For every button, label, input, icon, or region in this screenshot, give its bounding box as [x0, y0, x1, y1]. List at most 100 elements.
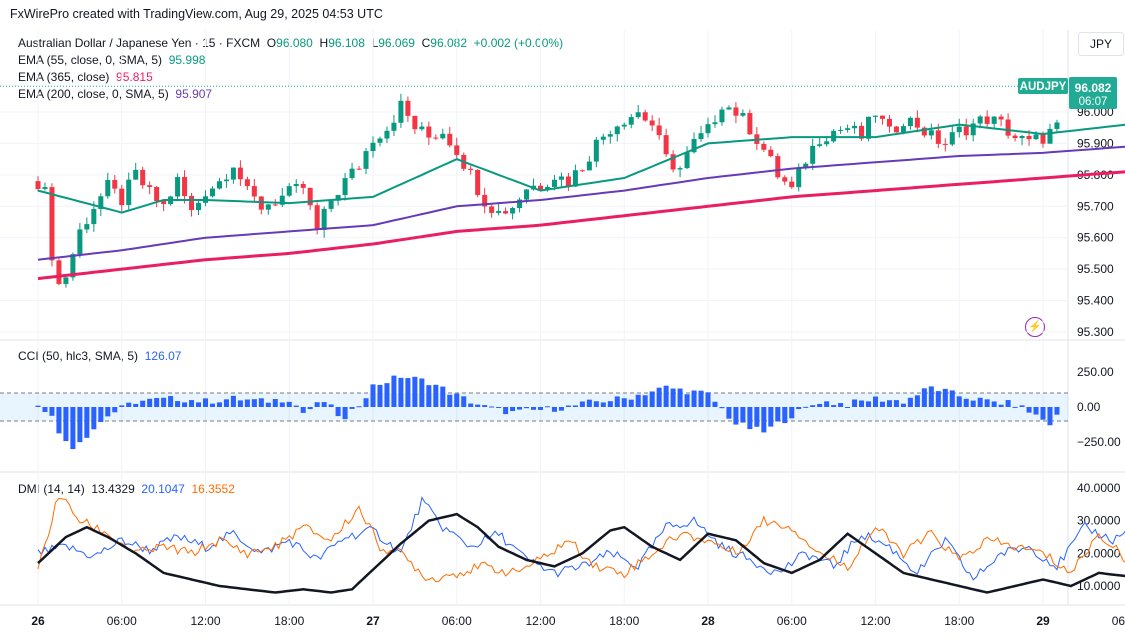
cci-bar — [175, 401, 181, 407]
candle-body — [196, 202, 202, 211]
cci-bar — [419, 378, 425, 407]
candle-body — [419, 126, 425, 130]
candle-body — [537, 185, 544, 190]
candle-body — [98, 196, 104, 209]
candle-body — [265, 204, 271, 210]
cci-bar — [984, 399, 990, 407]
cci-bar — [768, 407, 774, 427]
cci-bar — [1054, 407, 1060, 415]
candle-body — [112, 180, 118, 189]
cci-bar — [349, 407, 355, 409]
cci-tick-label: −250.00 — [1077, 435, 1121, 449]
time-tick-label: 06:00 — [777, 614, 807, 628]
high-value: 96.108 — [328, 36, 365, 50]
cci-bar — [544, 406, 550, 408]
cci-bar — [370, 384, 376, 407]
candle-body — [510, 208, 516, 214]
cci-bar — [307, 407, 313, 410]
cci-bar — [796, 407, 802, 410]
cci-legend[interactable]: CCI (50, hlc3, SMA, 5) 126.07 — [18, 349, 181, 363]
cci-bar — [433, 384, 439, 407]
cci-bar — [775, 407, 781, 422]
cci-bar — [705, 392, 711, 407]
candle-body — [216, 181, 222, 189]
candle-body — [942, 143, 948, 145]
candle-body — [642, 112, 648, 121]
cci-bar — [356, 406, 362, 408]
cci-bar — [1040, 407, 1046, 420]
cci-bar — [56, 407, 62, 434]
cci-bar — [454, 393, 460, 407]
lightning-icon[interactable]: ⚡ — [1025, 317, 1045, 337]
cci-bar — [279, 402, 285, 407]
cci-bar — [70, 407, 76, 450]
currency-button[interactable]: JPY — [1078, 32, 1124, 56]
cci-bar — [286, 401, 292, 407]
cci-bar — [886, 400, 892, 407]
cci-bar — [140, 400, 146, 407]
candle-body — [454, 145, 460, 155]
candle-body — [635, 112, 641, 118]
cci-bar — [824, 401, 830, 407]
last-price-tag — [1069, 77, 1117, 109]
cci-bar — [503, 407, 509, 415]
candle-body — [230, 167, 236, 180]
ticker-tag-label: AUDJPY — [1020, 81, 1067, 93]
candle-body — [949, 132, 955, 145]
cci-bar — [831, 405, 837, 407]
price-tick-label: 95.900 — [1077, 136, 1114, 150]
candle-body — [307, 187, 313, 206]
candle-body — [817, 144, 823, 146]
candle-body — [984, 116, 990, 124]
cci-bar — [63, 407, 69, 442]
candle-body — [384, 130, 390, 139]
candle-body — [775, 156, 781, 178]
ema365-legend[interactable]: EMA (365, close) 95.815 — [18, 70, 153, 84]
candle-body — [998, 116, 1004, 120]
cci-bar — [663, 385, 669, 407]
candle-body — [852, 125, 858, 129]
dmi-legend[interactable]: DMI (14, 14) 13.4329 20.1047 16.3552 — [18, 482, 235, 496]
cci-bar — [712, 401, 718, 407]
candle-body — [126, 179, 132, 206]
time-tick-label: 12:00 — [860, 614, 890, 628]
candle-body — [91, 208, 97, 225]
candle-body — [251, 186, 257, 197]
cci-bar — [1005, 400, 1011, 407]
cci-bar — [956, 396, 962, 407]
cci-bar — [391, 375, 397, 407]
candle-body — [286, 186, 292, 196]
candle-body — [551, 179, 557, 187]
candle-body — [768, 149, 774, 157]
ema365-value: 95.815 — [116, 70, 153, 84]
candle-body — [433, 137, 439, 139]
cci-bar — [335, 407, 341, 417]
close-label: C — [421, 36, 431, 50]
dmi-tick-label: 10.0000 — [1077, 579, 1121, 593]
candle-body — [175, 177, 181, 197]
candle-body — [447, 133, 453, 146]
cci-bar — [461, 396, 467, 407]
candle-body — [810, 145, 816, 164]
candle-body — [189, 195, 195, 211]
candle-body — [398, 100, 404, 123]
candle-body — [524, 189, 530, 200]
ema200-line — [37, 145, 1125, 261]
cci-bar — [398, 377, 404, 407]
candle-body — [272, 204, 278, 206]
candle-body — [970, 123, 976, 136]
candle-body — [859, 125, 865, 139]
candle-body — [789, 181, 795, 188]
candle-body — [182, 177, 188, 196]
candle-body — [621, 124, 627, 127]
candle-body — [544, 186, 550, 190]
minus-di-line — [37, 497, 1125, 583]
candle-body — [733, 107, 739, 116]
ema55-legend[interactable]: EMA (55, close, 0, SMA, 5) 95.998 — [18, 53, 205, 67]
ema200-legend[interactable]: EMA (200, close, 0, SMA, 5) 95.907 — [18, 87, 212, 101]
cci-bar — [363, 398, 369, 407]
candle-body — [796, 167, 802, 188]
candle-body — [1005, 119, 1011, 136]
cci-bar — [517, 407, 523, 410]
